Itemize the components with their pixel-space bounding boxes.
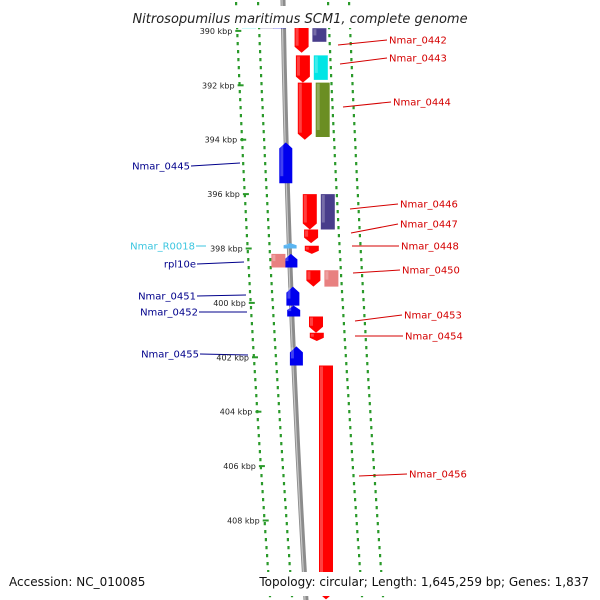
gene-0452-shine	[288, 306, 292, 312]
gene-0453-shine	[310, 317, 313, 326]
gene-label: Nmar_0453	[404, 311, 462, 322]
leader-line	[190, 162, 241, 167]
gene-0454-shine	[310, 333, 314, 337]
tick-label: 408 kbp	[227, 517, 260, 526]
gene-label: Nmar_0450	[402, 266, 460, 277]
gene-0452	[287, 305, 301, 317]
leader-line	[339, 57, 388, 65]
title-backdrop	[118, 6, 488, 28]
gene-0442-companion	[312, 28, 327, 42]
topology-text: Topology: circular; Length: 1,645,259 bp…	[258, 575, 589, 589]
gene-R0018-shine	[284, 244, 288, 246]
track-left-inner	[257, 2, 294, 598]
gene-0443-companion-shine	[314, 56, 318, 73]
track-right-inner	[327, 2, 364, 598]
gene-label: Nmar_0443	[389, 54, 447, 65]
kbp-axis: 390 kbp 392 kbp 394 kbp 396 kbp 398 kbp 400 k…	[200, 27, 273, 580]
accession-text: Accession: NC_010085	[9, 575, 145, 589]
gene-0444-shine	[298, 83, 302, 133]
gene-label: Nmar_0451	[138, 292, 196, 303]
gene-label: Nmar_0444	[393, 98, 451, 109]
tick-label: 406 kbp	[223, 462, 256, 471]
gene-0456	[319, 365, 333, 600]
gene-0442-companion-shine	[313, 29, 317, 36]
gene-0443-shine	[296, 56, 300, 76]
gene-0448	[304, 245, 319, 254]
gene-label: Nmar_0447	[400, 220, 458, 231]
gene-0450-companion-shine	[325, 271, 329, 280]
gene-0446	[302, 194, 317, 230]
gene-0442	[294, 25, 309, 53]
leader-line	[350, 223, 399, 234]
gene-rpl10e-companion-shine	[272, 254, 276, 262]
tick-label: 394 kbp	[205, 136, 238, 145]
tick-label: 392 kbp	[202, 81, 235, 90]
leader-line	[358, 473, 408, 477]
gene-label: Nmar_0456	[409, 470, 467, 481]
gene-R0018	[283, 243, 297, 249]
gene-0454	[309, 332, 324, 341]
gene-labels: Nmar_0442 Nmar_0443 Nmar_0444 Nmar_0446 Nmar…	[130, 36, 467, 481]
gene-label: Nmar_0454	[405, 332, 463, 343]
gene-0446-companion	[320, 194, 335, 230]
gene-0445	[279, 142, 293, 184]
gene-0451	[286, 286, 300, 306]
track-left-outer	[235, 2, 272, 598]
gene-features	[242, 20, 339, 600]
gene-0450-shine	[307, 271, 311, 280]
label-leader-lines	[190, 39, 408, 477]
leader-line	[199, 353, 249, 356]
tick-label: 390 kbp	[200, 27, 233, 36]
gene-0450-companion	[324, 270, 339, 287]
gene-0453	[309, 316, 323, 333]
gene-label: Nmar_0452	[140, 308, 198, 319]
tick-label: 398 kbp	[210, 245, 243, 254]
gene-label: Nmar_R0018	[130, 242, 195, 253]
tick-label: 404 kbp	[220, 408, 253, 417]
map-title: Nitrosopumilus maritimus SCM1, complete …	[132, 12, 467, 27]
gene-rpl10e	[284, 253, 298, 268]
gene-0450	[306, 270, 321, 287]
gene-0443	[295, 55, 310, 83]
leader-line	[196, 294, 247, 297]
gene-label: rpl10e	[164, 260, 196, 271]
gene-0448-shine	[305, 246, 309, 250]
gene-label: Nmar_0446	[400, 200, 458, 211]
dotted-tracks	[235, 2, 385, 598]
tick-label: 402 kbp	[216, 353, 249, 362]
gene-0456-shine	[320, 366, 323, 593]
gene-0447	[304, 229, 319, 244]
gene-0444	[297, 82, 312, 140]
gene-label: Nmar_0448	[401, 242, 459, 253]
gene-0451-shine	[287, 287, 291, 299]
gene-0443-companion	[313, 55, 328, 80]
gene-rpl10e-companion	[271, 253, 286, 268]
gene-0444-companion	[315, 82, 330, 137]
footer-backdrop	[0, 572, 600, 596]
tick-label: 400 kbp	[213, 299, 246, 308]
gene-0445-shine	[280, 143, 284, 177]
gene-0446-companion-shine	[321, 195, 325, 223]
leader-line	[342, 101, 392, 108]
gene-0455-shine	[290, 347, 294, 359]
leader-line	[196, 261, 245, 265]
gene-0455	[289, 346, 303, 366]
leader-line	[337, 39, 388, 46]
leader-line	[352, 269, 401, 274]
leader-line	[354, 314, 403, 322]
gene-label: Nmar_0455	[141, 350, 199, 361]
gene-label: Nmar_0442	[389, 36, 447, 47]
gene-0446-shine	[303, 195, 307, 223]
gene-0444-companion-shine	[316, 83, 320, 130]
leader-line	[349, 203, 399, 210]
gene-0442-shine	[295, 26, 299, 46]
track-right-outer	[348, 2, 385, 598]
gene-rpl10e-shine	[285, 254, 289, 262]
gene-0447-shine	[305, 230, 309, 237]
tick-label: 396 kbp	[207, 190, 240, 199]
gene-label: Nmar_0445	[132, 162, 190, 173]
